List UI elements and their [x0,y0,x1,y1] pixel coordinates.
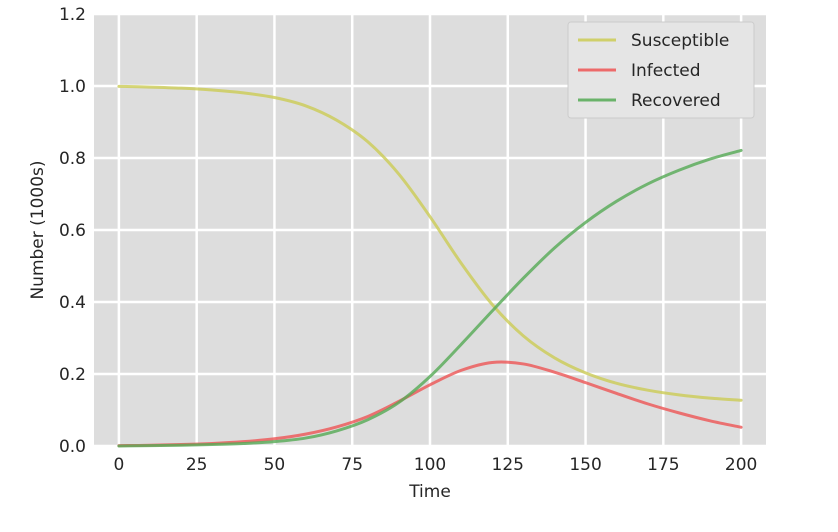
y-axis-label: Number (1000s) [28,160,48,299]
y-tick-label: 0.8 [59,149,86,169]
recovered-legend-label: Recovered [631,91,721,111]
x-axis-label: Time [408,482,451,502]
legend-box [567,21,755,119]
susceptible-legend-label: Susceptible [631,31,729,51]
data-series [117,84,743,448]
y-tick-label: 0.6 [59,221,86,241]
y-tick-label: 1.2 [59,5,86,25]
x-tick-label: 25 [186,455,208,475]
x-tick-label: 0 [113,455,124,475]
legend: Susceptible Infected Recovered [567,21,755,119]
x-tick-label: 100 [414,455,446,475]
y-tick-label: 0.0 [59,437,86,457]
infected-legend-label: Infected [631,61,701,81]
recovered-series-line [117,148,743,448]
y-tick-label: 0.4 [59,293,86,313]
x-tick-label: 150 [569,455,601,475]
susceptible-series-line [117,84,743,402]
x-tick-label: 200 [725,455,757,475]
x-tick-label: 50 [264,455,286,475]
y-axis-ticks: 0.0 0.2 0.4 0.6 0.8 1.0 1.2 [59,5,86,457]
x-tick-label: 75 [341,455,363,475]
y-tick-label: 1.0 [59,77,86,97]
x-axis-ticks: 0 25 50 75 100 125 150 175 200 [113,455,757,475]
x-tick-label: 175 [647,455,679,475]
x-tick-label: 125 [492,455,524,475]
y-tick-label: 0.2 [59,365,86,385]
